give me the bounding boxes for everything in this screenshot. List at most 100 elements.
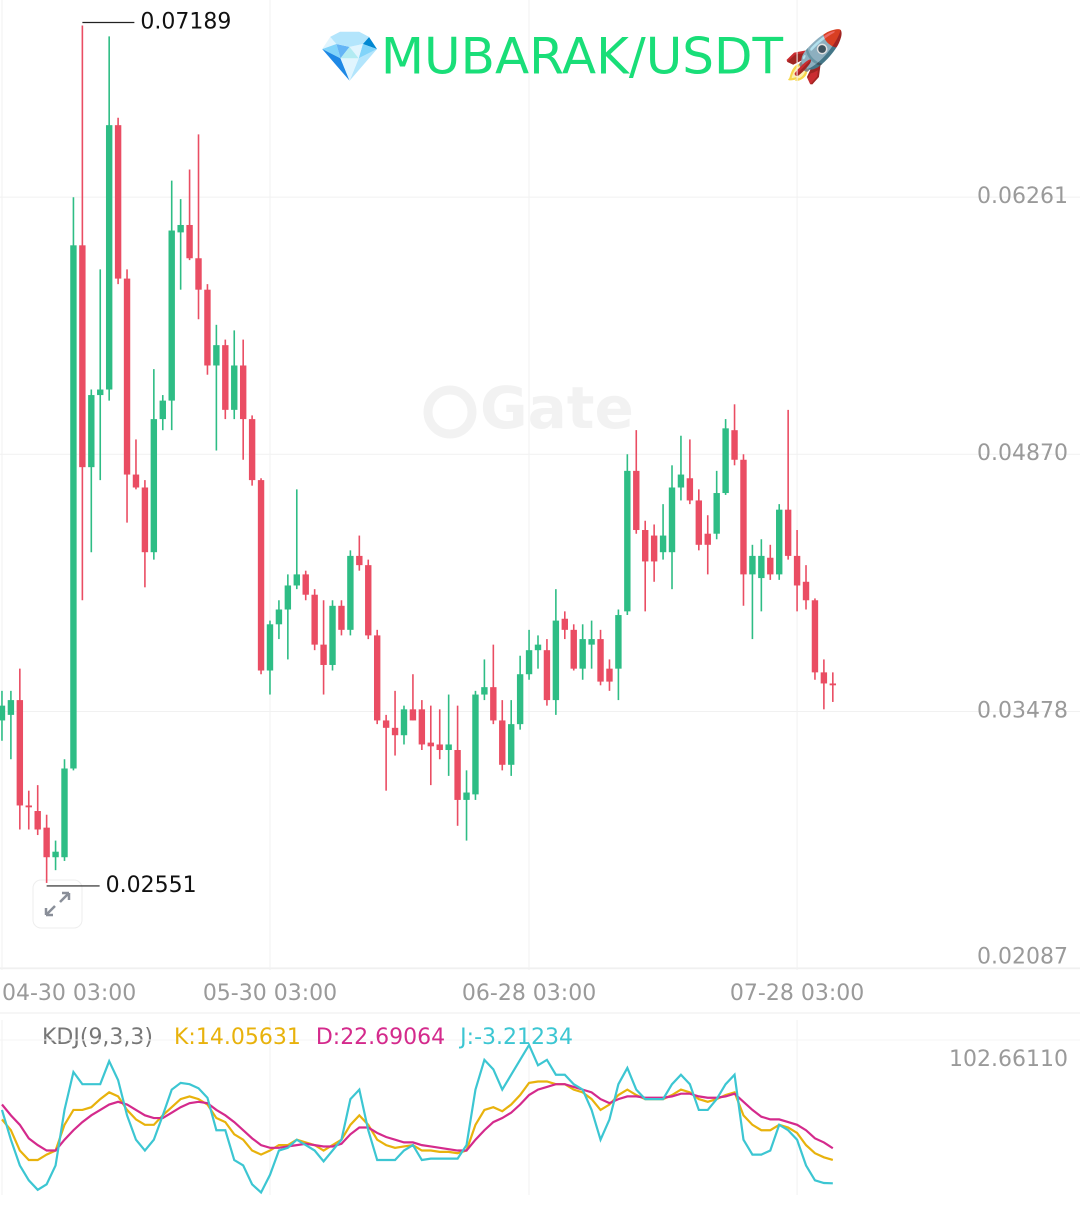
- expand-box[interactable]: [32, 879, 83, 929]
- y-tick-label: 0.02087: [977, 945, 1068, 970]
- candle-body: [365, 565, 372, 636]
- candle-body: [668, 487, 676, 553]
- candle-body: [150, 419, 158, 553]
- candle-body: [758, 555, 765, 579]
- candle-body: [722, 428, 729, 494]
- candles: [0, 25, 837, 883]
- candle-body: [633, 470, 640, 531]
- candle-body: [829, 683, 837, 686]
- candle-body: [650, 535, 658, 562]
- max-label: 0.07189: [140, 10, 231, 35]
- candle-body: [588, 639, 595, 645]
- legend-name: D:: [316, 1025, 340, 1050]
- min-label: 0.02551: [106, 873, 197, 898]
- legend-value: 22.69064: [340, 1025, 445, 1050]
- candle-body: [186, 224, 193, 259]
- watermark-group: Gate: [423, 374, 634, 442]
- candle-body: [293, 574, 300, 586]
- candle-body: [356, 555, 363, 566]
- candle-body: [418, 709, 426, 745]
- candle-body: [767, 557, 774, 575]
- candle-body: [61, 768, 68, 858]
- legend-value: 14.05631: [196, 1025, 301, 1050]
- candle-body: [659, 535, 667, 553]
- kdj-line: [0, 1042, 833, 1195]
- candle-body: [642, 530, 649, 562]
- candle-body: [105, 125, 113, 390]
- candle-body: [0, 705, 6, 721]
- candle-body: [606, 668, 613, 682]
- candle-body: [382, 720, 390, 728]
- candle-body: [168, 230, 175, 401]
- candle-body: [79, 245, 86, 468]
- candle-body: [534, 644, 542, 651]
- candle-body: [776, 509, 783, 575]
- candle-body: [25, 805, 32, 808]
- candle-body: [793, 555, 801, 586]
- candle-body: [141, 487, 149, 553]
- candle-body: [820, 672, 828, 684]
- candle-body: [597, 639, 604, 682]
- candle-body: [507, 724, 515, 765]
- candle-body: [373, 635, 381, 721]
- candle-body: [338, 605, 345, 630]
- candle-body: [231, 365, 238, 410]
- candle-body: [490, 687, 497, 721]
- candle-body: [114, 125, 122, 279]
- indicator-label: KDJ(9,3,3): [42, 1025, 153, 1050]
- candle-body: [561, 618, 569, 630]
- candle-body: [88, 395, 95, 468]
- candle-body: [302, 574, 309, 595]
- candle-body: [677, 474, 685, 488]
- candle-body: [579, 639, 586, 669]
- candle-body: [391, 727, 399, 736]
- candle-body: [284, 585, 292, 610]
- candle-body: [311, 594, 318, 645]
- y-tick-label: 0.03478: [977, 699, 1068, 724]
- candle-body: [52, 851, 59, 858]
- candle-body: [463, 792, 470, 800]
- candle-body: [802, 581, 810, 601]
- x-tick-label: 04-30 03:00: [2, 981, 136, 1006]
- candle-body: [16, 700, 24, 806]
- legend-name: J:: [458, 1025, 474, 1050]
- x-tick-label: 07-28 03:00: [730, 981, 864, 1006]
- candle-body: [686, 478, 694, 501]
- x-tick-label: 06-28 03:00: [462, 981, 596, 1006]
- y-tick-label: 0.06261: [977, 184, 1068, 209]
- candle-body: [784, 509, 792, 556]
- candle-body: [7, 700, 15, 715]
- expand-icon: [44, 891, 71, 917]
- legend-entry: K:14.05631: [174, 1025, 301, 1050]
- watermark: Gate: [480, 374, 634, 442]
- candle-body: [749, 555, 756, 575]
- candle-body: [70, 245, 77, 769]
- chart-title: 💎MUBARAK/USDT🚀: [319, 28, 846, 86]
- watermark-logo: [423, 385, 477, 439]
- legend-entry: J:-3.21234: [458, 1025, 573, 1050]
- candle-body: [320, 644, 327, 665]
- candle-body: [329, 605, 336, 665]
- candle-body: [204, 289, 211, 366]
- candle-body: [454, 750, 461, 800]
- candle-body: [266, 624, 274, 671]
- candle-body: [731, 430, 738, 460]
- candle-body: [811, 600, 819, 673]
- candle-body: [499, 720, 506, 765]
- candle-body: [195, 258, 202, 290]
- candle-body: [713, 493, 720, 534]
- y-tick-label: 0.04870: [977, 441, 1068, 466]
- candle-body: [436, 744, 443, 751]
- candle-body: [275, 609, 283, 625]
- candle-body: [222, 345, 229, 410]
- candle-body: [239, 365, 247, 420]
- candle-body: [43, 827, 50, 858]
- candle-body: [472, 694, 479, 795]
- expand-button[interactable]: [32, 879, 83, 929]
- legend-value: -3.21234: [474, 1025, 573, 1050]
- y-tick-label: 102.66110: [949, 1047, 1068, 1072]
- candle-body: [615, 615, 622, 669]
- candle-body: [543, 650, 551, 701]
